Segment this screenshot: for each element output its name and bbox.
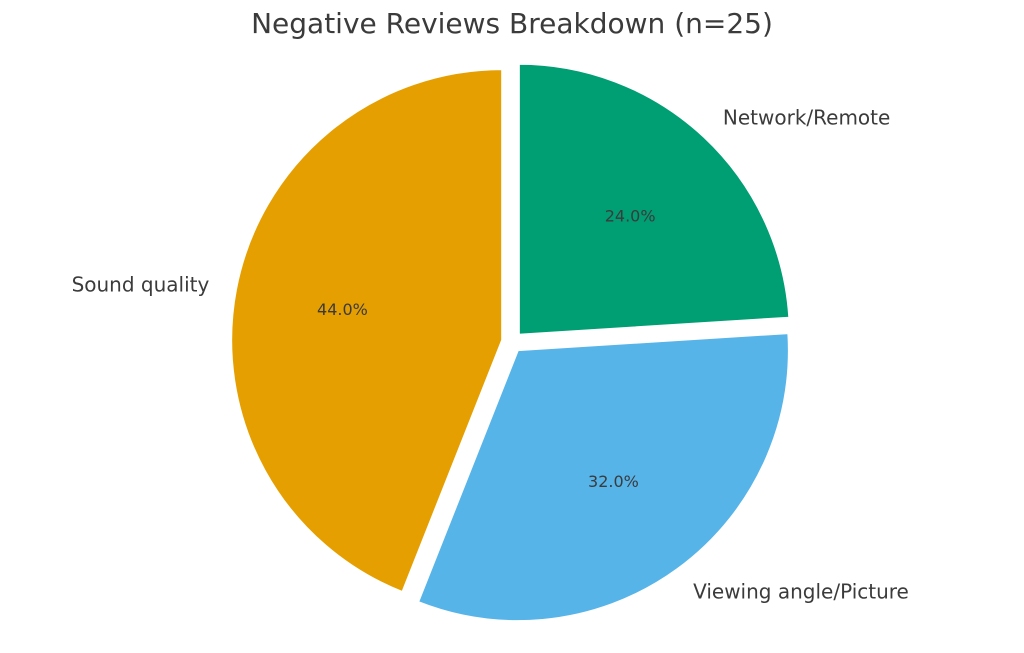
pie-slice-percent-label: 44.0%: [317, 300, 368, 319]
pie-slice-percent-label: 32.0%: [588, 472, 639, 491]
pie-slice-sound-quality: [230, 68, 504, 594]
pie-slice-network-remote: [517, 62, 791, 336]
pie-slice-category-label: Network/Remote: [723, 105, 890, 129]
chart-title: Negative Reviews Breakdown (n=25): [251, 7, 773, 40]
pie-slice-percent-label: 24.0%: [605, 207, 656, 226]
pie-slice-category-label: Sound quality: [72, 272, 210, 296]
pie-slice-category-label: Viewing angle/Picture: [693, 579, 909, 603]
pie-slice-viewing-angle-picture: [416, 332, 790, 623]
